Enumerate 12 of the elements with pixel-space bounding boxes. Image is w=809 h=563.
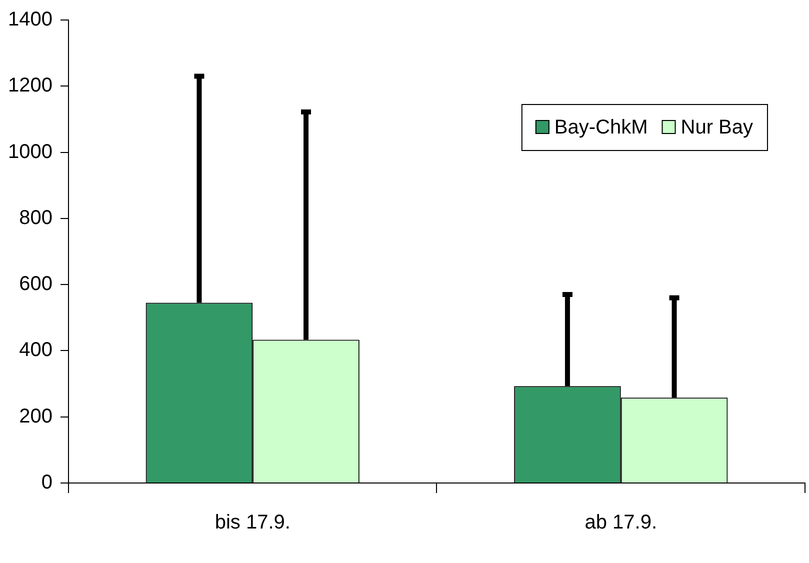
legend-label: Nur Bay	[680, 116, 754, 139]
x-tick-label: bis 17.9.	[214, 512, 290, 534]
x-tick-label: ab 17.9.	[584, 512, 658, 534]
y-tick-label: 1400	[8, 8, 52, 31]
legend-label: Bay-ChkM	[554, 116, 648, 139]
y-tick-label: 0	[41, 472, 52, 494]
y-tick-label: 400	[19, 339, 52, 362]
y-tick-label: 600	[19, 273, 52, 296]
y-tick-label: 800	[19, 206, 52, 229]
y-tick-label: 200	[19, 405, 52, 428]
y-tick-label: 1000	[8, 140, 52, 163]
y-tick-label: 1200	[8, 74, 52, 97]
